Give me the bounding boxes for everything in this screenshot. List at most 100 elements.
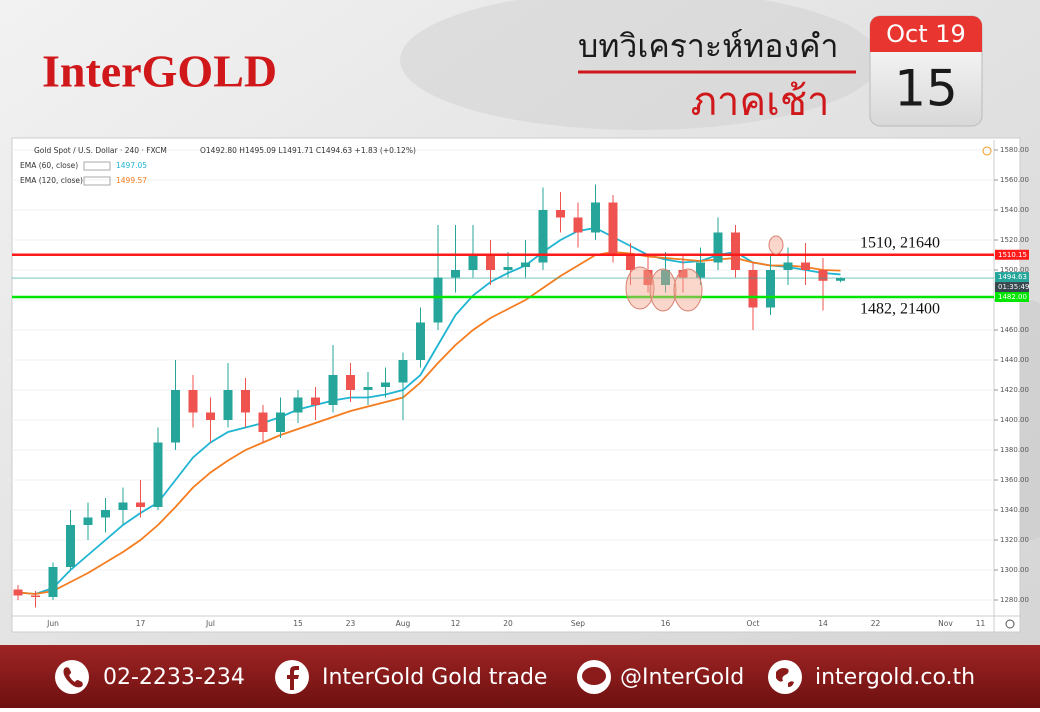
legend-buttons[interactable] [83,176,111,186]
level-tag [995,292,1029,302]
y-tick-label: 1520.00 [1000,236,1029,244]
candle-body [241,390,250,413]
y-tick-label: 1360.00 [1000,476,1029,484]
legend-label: EMA (120, close) [20,176,83,185]
settings-icon[interactable] [982,146,992,156]
candle-body [31,595,40,597]
y-tick-label: 1540.00 [1000,206,1029,214]
y-tick-label: 1580.00 [1000,146,1029,154]
candle-body [433,277,443,323]
x-tick-label: Sep [571,619,585,628]
candle-body [363,387,373,390]
candle-body [626,255,635,270]
highlight [673,268,703,312]
axis-labels: 1280.00 1300.00 1320.00 1340.00 1360.00 1380.… [46,146,1029,628]
web-icon [768,660,802,694]
map-shape [400,0,880,130]
level-tag-label: 1510.15 [998,251,1027,259]
candle-body [556,210,565,218]
website: intergold.co.th [815,665,975,690]
candle-body [48,567,58,597]
y-tick-label: 1380.00 [1000,446,1029,454]
x-tick-label: 17 [136,619,146,628]
candle-body [311,397,320,405]
highlight [625,266,655,310]
candle-body [381,382,390,387]
x-tick-label: 15 [293,619,303,628]
highlight [768,235,784,255]
legend-label: EMA (60, close) [20,161,78,170]
legend-buttons[interactable] [83,161,111,171]
candle-body [223,390,233,420]
x-tick-label: Oct [747,619,760,628]
candle-body [678,270,688,278]
y-tick-label: 1340.00 [1000,506,1029,514]
candle-body [258,412,268,432]
footer [0,645,1040,708]
candle-body [346,375,355,390]
legend: EMA (60, close) 1497.05 EMA (120, close) 14… [20,161,147,186]
level-note: 1510, 21640 [860,234,940,251]
y-tick-label: 1500.00 [1000,266,1029,274]
y-tick-label: 1440.00 [1000,356,1029,364]
candle-body [206,412,215,420]
candle-body [83,517,93,525]
level-tag-label: 1482.00 [998,293,1027,301]
candle-body [696,262,705,278]
phone: 02-2233-234 [103,665,245,690]
symbol: Gold Spot / U.S. Dollar · 240 · FXCM [34,146,167,155]
y-tick-label: 1280.00 [1000,596,1029,604]
phone-glyph [63,667,83,688]
candle-body [276,412,285,432]
x-tick-label: Jul [205,619,215,628]
candle-body [766,270,775,308]
y-tick-label: 1560.00 [1000,176,1029,184]
phone-icon [55,660,89,694]
countdown-tag [995,282,1029,293]
x-tick-label: 22 [871,619,881,628]
y-tick-label: 1420.00 [1000,386,1029,394]
candle-body [188,390,198,413]
legend-value: 1497.05 [116,161,147,170]
highlight [649,268,677,312]
last-price-tag [995,272,1029,283]
y-tick-label: 1320.00 [1000,536,1029,544]
calendar-day: 15 [894,60,958,118]
level-tag [995,249,1029,260]
candle-body [398,360,408,383]
gear-icon[interactable] [1005,619,1015,629]
calendar-top [870,16,982,52]
candle-body [836,278,845,281]
candle-body [328,375,338,405]
chart-panel [11,137,1021,633]
candle-body [451,270,460,278]
x-tick-label: 23 [346,619,356,628]
x-tick-label: Aug [396,619,411,628]
legend-value: 1499.57 [116,176,147,185]
last-price-label: 1494.63 [998,273,1027,281]
candle-body [521,262,530,267]
line-id: @InterGold [620,665,744,690]
x-tick-label: Jun [46,619,59,628]
annotations [625,235,784,312]
web-glyph [776,668,794,687]
candle-body [661,270,670,285]
candle-body [171,390,180,443]
x-tick-label: 11 [976,619,986,628]
x-tick-label: 20 [503,619,513,628]
candle-body [66,525,75,567]
candle-body [538,210,548,263]
plot [12,184,994,608]
candle-body [118,502,128,510]
y-tick-label: 1460.00 [1000,326,1029,334]
y-tick-label: 1400.00 [1000,416,1029,424]
candle-body [643,270,653,285]
candle-body [731,232,740,270]
candle-body [783,262,793,270]
level-note: 1482, 21400 [860,301,940,318]
x-tick-label: 16 [661,619,671,628]
ohlc: O1492.80 H1495.09 L1491.71 C1494.63 +1.8… [200,146,416,155]
candle-body [153,442,163,507]
candle-body [136,502,145,507]
